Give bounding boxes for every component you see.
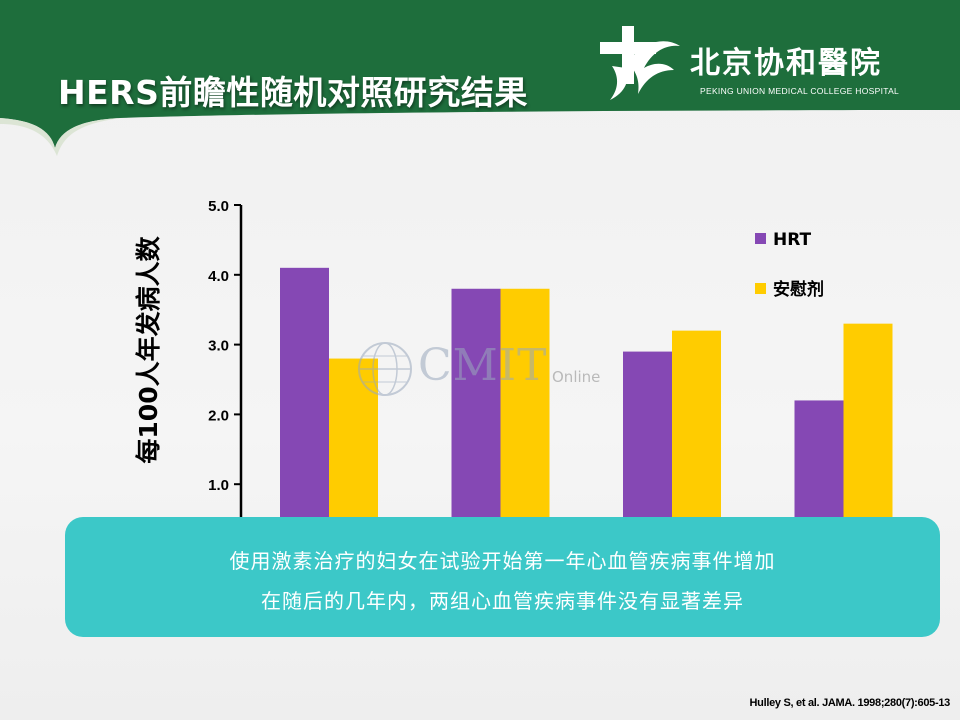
conclusion-callout: 使用激素治疗的妇女在试验开始第一年心血管疾病事件增加 在随后的几年内，两组心血管… (65, 517, 940, 637)
y-tick-label: 3.0 (208, 338, 229, 355)
y-tick-label: 4.0 (208, 268, 229, 285)
citation: Hulley S, et al. JAMA. 1998;280(7):605-1… (749, 697, 951, 709)
y-tick-label: 5.0 (208, 198, 229, 215)
hospital-logo: 北京协和醫院 PEKING UNION MEDICAL COLLEGE HOSP… (592, 22, 922, 106)
legend-label: 安慰剂 (773, 279, 824, 300)
legend-swatch (755, 233, 766, 244)
watermark-subtext: Online (552, 368, 601, 386)
y-tick-label: 2.0 (208, 407, 229, 424)
legend-swatch (755, 283, 766, 294)
bar-hrt-1 (280, 267, 329, 560)
logo-english-name: PEKING UNION MEDICAL COLLEGE HOSPITAL (700, 86, 900, 96)
slide-title: HERS前瞻性随机对照研究结果 (58, 73, 528, 112)
watermark-text: CMIT (418, 340, 548, 391)
cmit-watermark: CMIT Online (356, 340, 626, 400)
header-banner (0, 0, 960, 156)
globe-icon (358, 342, 412, 396)
bar-placebo-2 (500, 288, 550, 560)
logo-chinese-name: 北京协和醫院 (690, 46, 882, 81)
callout-line-1: 使用激素治疗的妇女在试验开始第一年心血管疾病事件增加 (229, 549, 776, 573)
legend-label: HRT (773, 230, 812, 250)
callout-line-2: 在随后的几年内，两组心血管疾病事件没有显著差异 (261, 589, 744, 613)
y-tick-label: 1.0 (208, 477, 229, 494)
bar-hrt-2 (451, 288, 501, 560)
hospital-emblem-icon (600, 26, 680, 100)
